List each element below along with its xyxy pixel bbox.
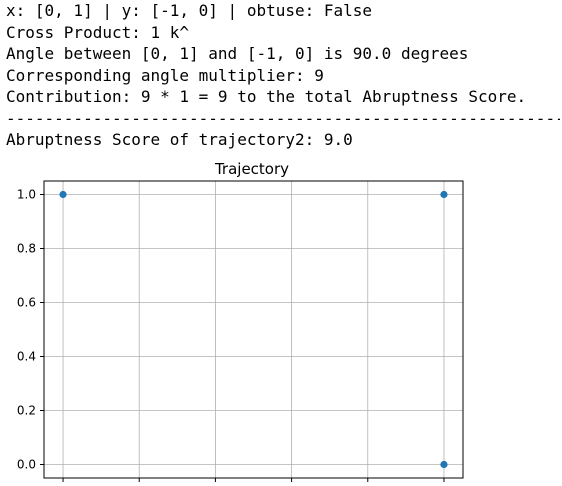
- y-tick-label: 0.2: [17, 404, 36, 418]
- output-line-cross-product: Cross Product: 1 k^: [6, 22, 190, 42]
- y-tick-label: 0.6: [17, 296, 36, 310]
- data-points: [59, 190, 448, 469]
- data-point: [440, 460, 448, 469]
- y-tick-label: 1.0: [17, 188, 36, 202]
- output-line-multiplier: Corresponding angle multiplier: 9: [6, 65, 324, 85]
- y-tick-label: 0.0: [17, 458, 36, 472]
- output-line-separator: ----------------------------------------…: [6, 108, 560, 128]
- x-tick-label: −0.6: [201, 484, 230, 486]
- axes-frame: [43, 180, 464, 479]
- cell-output: x: [0, 1] | y: [-1, 0] | obtuse: False C…: [6, 0, 560, 151]
- y-tick-label: 0.4: [17, 350, 36, 364]
- data-point: [440, 190, 448, 199]
- output-line-vectors: x: [0, 1] | y: [-1, 0] | obtuse: False: [6, 1, 373, 20]
- x-tick-label: −0.8: [125, 484, 154, 486]
- x-tick-label: 0.0: [434, 484, 453, 486]
- trajectory-plot: Trajectory −1.0 −0.8 −0.6 −0.4 −0.2 0.0 0.0 0.2…: [17, 160, 464, 486]
- grid-lines: [44, 181, 463, 478]
- output-line-score: Abruptness Score of trajectory2: 9.0: [6, 130, 353, 149]
- axis-ticks: −1.0 −0.8 −0.6 −0.4 −0.2 0.0 0.0 0.2 0.4 0.6 0.8 1.…: [17, 188, 454, 486]
- x-tick-label: −0.4: [277, 484, 306, 486]
- data-point: [59, 190, 67, 199]
- output-line-angle: Angle between [0, 1] and [-1, 0] is 90.0…: [6, 44, 469, 63]
- x-tick-label: −1.0: [48, 484, 77, 486]
- x-tick-label: −0.2: [353, 484, 382, 486]
- plot-title: Trajectory: [214, 160, 289, 178]
- y-tick-label: 0.8: [17, 242, 36, 256]
- output-line-contribution: Contribution: 9 * 1 = 9 to the total Abr…: [6, 87, 527, 106]
